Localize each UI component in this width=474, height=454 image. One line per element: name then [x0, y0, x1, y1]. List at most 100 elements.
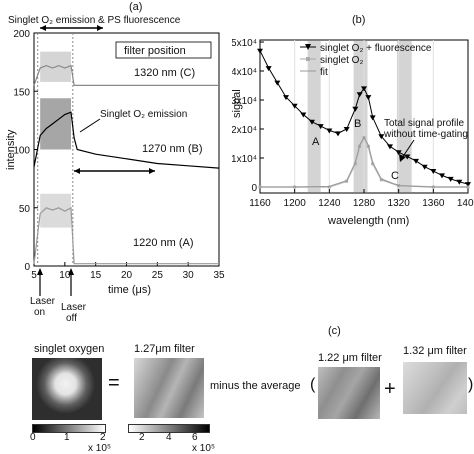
colorbar-1 [32, 424, 106, 433]
title-122-filter: 1.22 μm filter [318, 352, 382, 364]
legend-entry-3: fit [320, 67, 328, 78]
close-paren: ) [468, 376, 474, 393]
panel-b-annotation-1: Total signal profile [384, 118, 464, 129]
open-paren: ( [310, 376, 316, 393]
b-point-triangle [335, 131, 341, 137]
colorbar-2 [128, 424, 210, 433]
a-xtick-label: 30 [183, 270, 195, 281]
cb1-tick-0: 0 [30, 432, 36, 443]
b-point-triangle [465, 182, 471, 188]
b-point-triangle [283, 95, 289, 101]
b-xtick-label: 1280 [353, 198, 376, 209]
a-ytick-label: 50 [19, 204, 31, 215]
panel-b-annotation-2: without time-gating [383, 129, 468, 140]
b-series-line-2 [260, 136, 468, 188]
emission-pointer [79, 118, 101, 133]
trace-noise-1 [40, 98, 71, 150]
b-xtick-label: 1200 [284, 198, 307, 209]
b-point-triangle [404, 154, 411, 160]
trace-label-c: 1320 nm (C) [134, 67, 195, 79]
laser-on-text-2: on [34, 307, 45, 318]
title-singlet-oxygen: singlet oxygen [34, 343, 105, 355]
b-point-triangle [378, 134, 385, 140]
cb2-tick-0: 2 [139, 432, 145, 443]
cb1-unit: x 10⁵ [88, 443, 112, 454]
title-127-filter: 1.27μm filter [134, 343, 195, 355]
plus-sign: + [384, 378, 396, 400]
panel-a-chart: (a) Singlet O₂ emission & PS fluorescenc… [5, 1, 225, 324]
filter-position-text: filter position [124, 45, 186, 57]
panel-a-xlabel: time (μs) [108, 284, 151, 296]
b-xtick-label: 1320 [388, 198, 411, 209]
a-ytick-label: 200 [13, 29, 30, 40]
a-ytick-label: 0 [24, 262, 30, 273]
a-ytick-label: 100 [13, 146, 30, 157]
b-point-triangle [326, 128, 333, 134]
band-label-c: C [391, 170, 399, 182]
b-point-square [379, 178, 383, 182]
singlet-oxygen-map [32, 358, 102, 420]
b-point-triangle [430, 169, 437, 175]
panel-b-xlabel: wavelength (nm) [327, 215, 409, 227]
b-xtick-label: 1160 [249, 198, 271, 209]
b-point-triangle [387, 144, 393, 150]
b-ytick-label: 3x10⁴ [232, 96, 257, 107]
b-point-square [327, 185, 331, 189]
panel-b-ylabel: signal [232, 89, 243, 118]
b-point-triangle [395, 150, 402, 156]
equals-sign: = [108, 372, 120, 394]
b-point-triangle [352, 106, 359, 112]
a-xtick-label: 20 [121, 270, 133, 281]
panel-c-label: (c) [328, 325, 341, 337]
panel-a-ylabel: intensity [5, 129, 17, 170]
band-label-b: B [354, 118, 361, 130]
trace-line-2 [33, 206, 219, 265]
b-xtick-label: 1360 [422, 198, 445, 209]
laser-off-text-1: Laser [61, 302, 87, 313]
b-point-triangle [456, 179, 463, 185]
b-point-triangle [274, 80, 281, 86]
b-point-triangle [439, 173, 445, 179]
b-point-triangle [265, 66, 272, 72]
cb1-tick-1: 1 [64, 432, 70, 443]
b-point-triangle [365, 95, 372, 101]
a-xtick-label: 35 [213, 270, 225, 281]
a-xtick-label: 25 [152, 270, 164, 281]
trace-noise-0 [40, 51, 71, 82]
filter-132-image [403, 362, 467, 414]
trace-label-a: 1220 nm (A) [133, 237, 194, 249]
b-point-triangle [447, 176, 454, 182]
filter-position-box [115, 41, 212, 59]
b-xtick-label: 1400 [457, 198, 474, 209]
band-a [307, 41, 321, 192]
a-ytick-label: 150 [13, 87, 30, 98]
band-label-a: A [312, 136, 320, 148]
trace-label-b: 1270 nm (B) [142, 143, 203, 155]
cb2-unit: x 10⁵ [192, 443, 216, 454]
b-ytick-label: 4x10⁴ [232, 67, 257, 78]
b-point-square [353, 162, 357, 166]
b-ytick-label: 0 [251, 183, 257, 194]
cb2-tick-2: 6 [192, 432, 198, 443]
b-point-square [371, 162, 375, 166]
filter-122-image [318, 367, 380, 419]
cb1-tick-2: 2 [100, 432, 106, 443]
emission-annotation: Singlet O₂ emission [100, 109, 187, 120]
b-ytick-label: 5x10⁴ [232, 38, 257, 49]
legend-entry-1: singlet O₂ + fluorescence [320, 43, 432, 54]
b-point-triangle [317, 124, 324, 130]
panel-b-legend: singlet O₂ + fluorescence singlet O₂ fit [300, 43, 432, 78]
b-point-triangle [257, 48, 263, 54]
b-point-triangle [413, 158, 419, 164]
panel-b-label: (b) [352, 14, 365, 26]
b-point-triangle [369, 115, 376, 121]
b-ytick-label: 1x10⁴ [232, 154, 257, 165]
trace-line-1 [33, 111, 220, 169]
b-xtick-label: 1240 [318, 198, 341, 209]
b-point-triangle [300, 112, 307, 118]
cb2-tick-1: 4 [166, 432, 172, 443]
b-point-triangle [309, 119, 315, 125]
trace-line-0 [33, 64, 219, 86]
b-point-triangle [291, 103, 298, 109]
panel-a-label: (a) [129, 1, 142, 13]
